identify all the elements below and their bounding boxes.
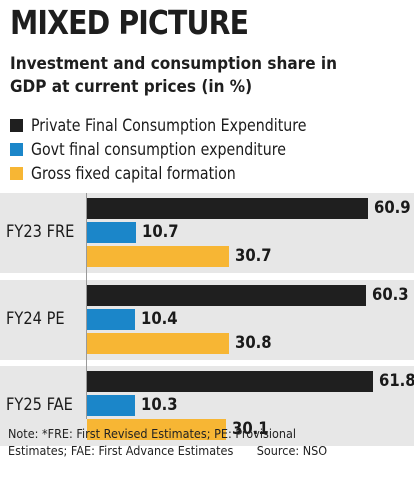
legend-swatch-govt bbox=[10, 142, 23, 156]
value-label-govt-fy25-fae: 10.3 bbox=[140, 394, 178, 414]
footnote: Note: *FRE: First Revised Estimates; PE:… bbox=[8, 425, 408, 459]
value-label-gfcf-fy25-fae: 30.1 bbox=[232, 418, 269, 438]
legend-item-govt: Govt final consumption expenditure bbox=[10, 137, 351, 161]
bar-gfcf-fy24-pe bbox=[87, 333, 230, 354]
footnote-line-1: Note: *FRE: First Revised Estimates; PE:… bbox=[8, 426, 296, 441]
category-label-fy23-fre: FY23 FRE bbox=[6, 221, 75, 242]
legend-label-gfcf: Gross fixed capital formation bbox=[31, 163, 236, 183]
bar-private-fy23-fre bbox=[87, 198, 369, 219]
value-label-private-fy23-fre: 60.9 bbox=[374, 197, 411, 217]
bar-govt-fy25-fae bbox=[87, 395, 135, 416]
bar-gfcf-fy25-fae bbox=[87, 419, 227, 440]
value-label-gfcf-fy24-pe: 30.8 bbox=[235, 332, 272, 352]
footnote-line-2: Estimates; FAE: First Advance Estimates S… bbox=[8, 442, 368, 459]
value-label-private-fy25-fae: 61.8 bbox=[378, 370, 414, 390]
value-label-govt-fy24-pe: 10.4 bbox=[141, 308, 178, 328]
legend-label-govt: Govt final consumption expenditure bbox=[31, 139, 286, 159]
legend-swatch-gfcf bbox=[10, 166, 23, 180]
legend-item-gfcf: Gross fixed capital formation bbox=[10, 161, 351, 185]
bar-gfcf-fy23-fre bbox=[87, 246, 229, 267]
legend-label-private: Private Final Consumption Expenditure bbox=[31, 115, 307, 135]
value-label-gfcf-fy23-fre: 30.7 bbox=[234, 245, 272, 265]
category-label-fy24-pe: FY24 PE bbox=[6, 308, 65, 329]
category-axis-line bbox=[86, 193, 87, 419]
value-label-govt-fy23-fre: 10.7 bbox=[142, 221, 180, 241]
legend: Private Final Consumption Expenditure Go… bbox=[10, 113, 351, 185]
legend-item-private: Private Final Consumption Expenditure bbox=[10, 113, 351, 137]
bar-govt-fy24-pe bbox=[87, 309, 136, 330]
bar-private-fy24-pe bbox=[87, 285, 366, 306]
bar-private-fy25-fae bbox=[87, 371, 373, 392]
chart-subtitle: Investment and consumption share in GDP … bbox=[10, 54, 338, 97]
bar-govt-fy23-fre bbox=[87, 222, 137, 243]
source-note: Source: NSO bbox=[256, 443, 328, 458]
footnote-line-2-text: Estimates; FAE: First Advance Estimates bbox=[8, 443, 234, 458]
chart-title: MIXED PICTURE bbox=[10, 3, 249, 42]
value-label-private-fy24-pe: 60.3 bbox=[371, 284, 409, 304]
category-label-fy25-fae: FY25 FAE bbox=[6, 394, 73, 415]
legend-swatch-private bbox=[10, 118, 23, 132]
